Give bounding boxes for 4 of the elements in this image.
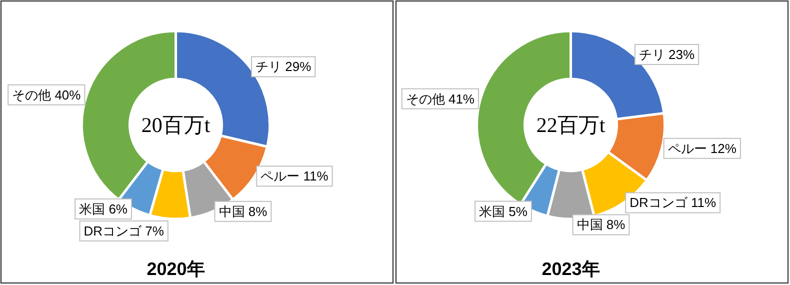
text: 2020年 <box>146 259 205 279</box>
text: 22百万t <box>536 113 606 137</box>
text: 20百万t <box>141 113 210 137</box>
text: 2023年 <box>542 259 600 279</box>
